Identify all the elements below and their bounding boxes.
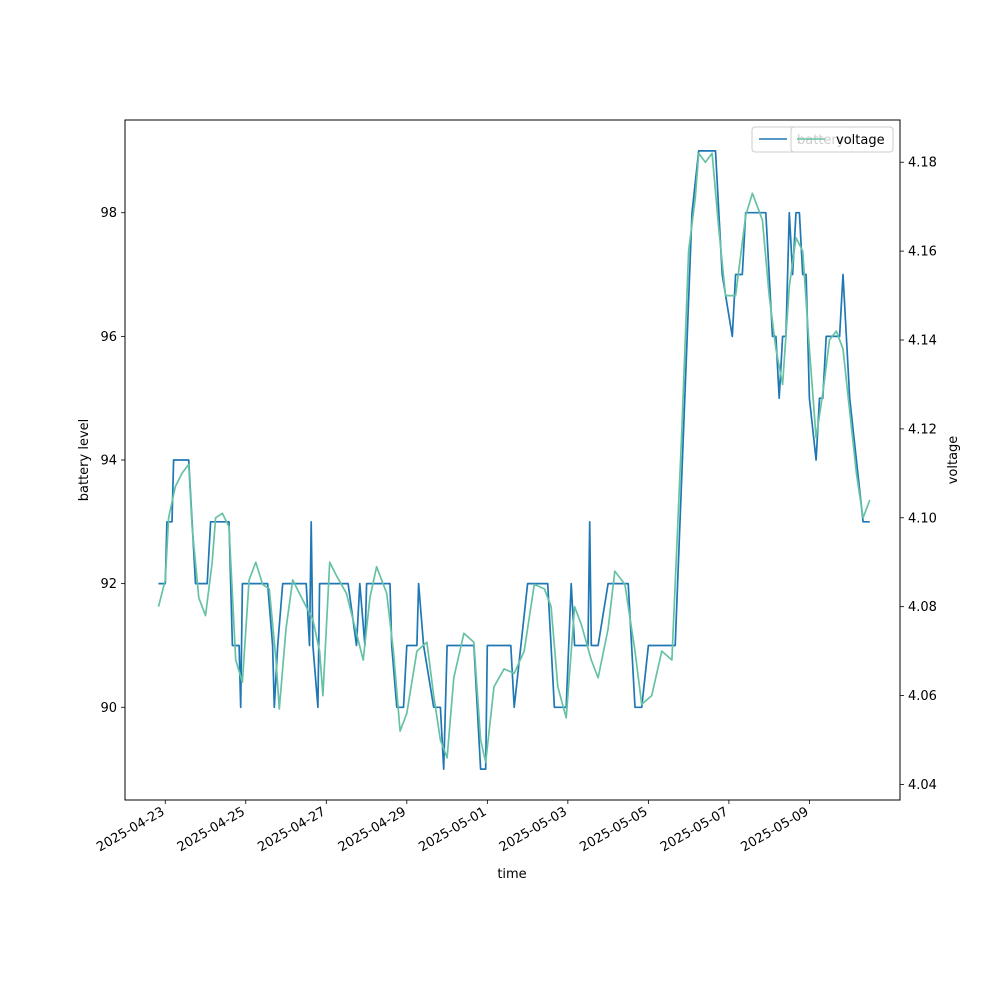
- right-tick-label: 4.08: [908, 600, 937, 615]
- x-tick-label: 2025-04-27: [255, 804, 328, 855]
- right-tick-label: 4.06: [908, 689, 937, 704]
- x-tick-label: 2025-04-25: [175, 804, 248, 855]
- right-axis-ticks: 4.04 4.06 4.08 4.10 4.12 4.14 4.16 4.18: [900, 156, 937, 793]
- legend-voltage: voltage: [790, 126, 894, 153]
- series-layer: [157, 150, 871, 770]
- right-tick-label: 4.10: [908, 511, 937, 526]
- series-line-voltage: [157, 152, 871, 764]
- right-tick-label: 4.04: [908, 778, 937, 793]
- plot-frame: [124, 119, 901, 801]
- left-tick-label: 96: [100, 330, 117, 345]
- series-line-battery: [158, 150, 870, 770]
- left-tick-label: 90: [100, 701, 117, 716]
- right-tick-label: 4.14: [908, 334, 937, 349]
- x-axis-label: time: [497, 867, 526, 882]
- right-tick-label: 4.12: [908, 422, 937, 437]
- x-tick-label: 2025-05-05: [577, 804, 650, 855]
- x-tick-label: 2025-04-29: [336, 804, 409, 855]
- left-tick-label: 94: [100, 454, 117, 469]
- left-axis-ticks: 90 92 94 96 98: [100, 206, 125, 716]
- x-tick-label: 2025-05-07: [658, 804, 731, 855]
- legend-voltage-label: voltage: [836, 133, 885, 148]
- right-tick-label: 4.18: [908, 156, 937, 171]
- right-axis-label: voltage: [946, 436, 961, 485]
- right-tick-label: 4.16: [908, 245, 937, 260]
- x-tick-label: 2025-05-09: [738, 804, 811, 855]
- legend-voltage-box: [790, 126, 894, 153]
- left-axis-label: battery level: [77, 419, 92, 502]
- x-axis-ticks: 2025-04-23 2025-04-25 2025-04-27 2025-04-29…: [94, 800, 811, 855]
- x-tick-label: 2025-05-03: [497, 804, 570, 855]
- left-tick-label: 92: [100, 577, 117, 592]
- x-tick-label: 2025-04-23: [94, 804, 167, 855]
- x-tick-label: 2025-05-01: [416, 804, 489, 855]
- left-tick-label: 98: [100, 206, 117, 221]
